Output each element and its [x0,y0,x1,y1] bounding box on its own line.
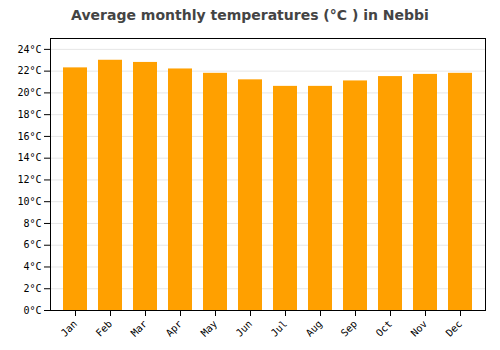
svg-text:May: May [199,318,220,339]
svg-text:Jan: Jan [59,318,80,339]
svg-text:Feb: Feb [94,318,115,339]
svg-text:10°C: 10°C [17,196,41,207]
svg-text:6°C: 6°C [23,239,41,250]
svg-text:2°C: 2°C [23,283,41,294]
svg-text:Aug: Aug [304,318,325,339]
svg-text:22°C: 22°C [17,65,41,76]
svg-text:14°C: 14°C [17,152,41,163]
svg-text:Jul: Jul [269,318,290,339]
svg-text:8°C: 8°C [23,218,41,229]
svg-text:16°C: 16°C [17,131,41,142]
svg-text:Nov: Nov [409,318,430,339]
svg-text:Dec: Dec [444,318,465,339]
svg-text:Oct: Oct [374,318,395,339]
svg-text:24°C: 24°C [17,44,41,55]
svg-text:4°C: 4°C [23,261,41,272]
svg-text:Apr: Apr [164,318,185,339]
svg-text:Mar: Mar [129,318,150,339]
svg-text:0°C: 0°C [23,305,41,316]
svg-text:18°C: 18°C [17,109,41,120]
svg-text:Jun: Jun [234,318,255,339]
svg-text:20°C: 20°C [17,87,41,98]
svg-text:Sep: Sep [339,318,360,339]
html-text:Average monthly temperatures (: Average monthly temperatures (°C ) in Ne… [71,7,429,23]
svg-text:12°C: 12°C [17,174,41,185]
